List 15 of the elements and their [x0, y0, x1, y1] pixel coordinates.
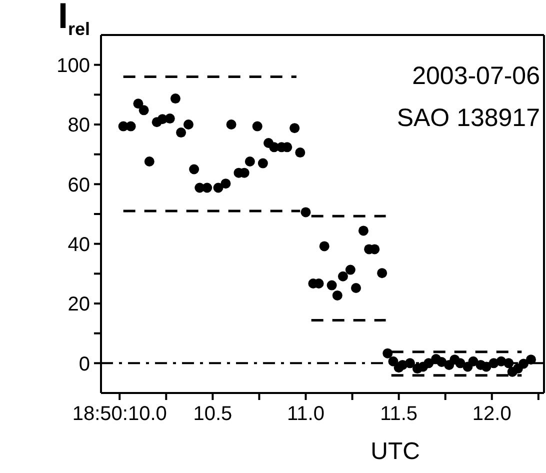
y-tick-label: 60 [68, 174, 90, 196]
y-tick-label: 20 [68, 294, 90, 316]
y-tick-label: 100 [56, 54, 90, 77]
x-tick-label: 18:50:10.0 [72, 403, 167, 426]
x-tick-label: 12.0 [472, 403, 512, 426]
y-tick-label: 80 [68, 114, 90, 137]
annotation: 2003-07-06 [412, 62, 540, 91]
y-tick-label: 0 [78, 353, 90, 376]
y-tick-label: 40 [68, 234, 90, 256]
x-tick-label: 10.5 [193, 403, 232, 426]
x-tick-label: 11.0 [287, 403, 324, 426]
x-tick-label: 11.5 [380, 403, 418, 426]
annotation: SAO 138917 [396, 104, 540, 133]
x-axis-title: UTC [370, 438, 420, 465]
y-axis-title: I$_{rel}$ [58, 0, 90, 42]
